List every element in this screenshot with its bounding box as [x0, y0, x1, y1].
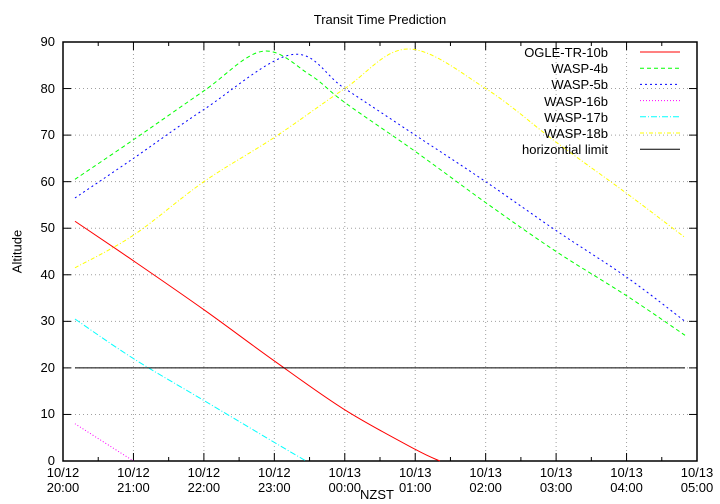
y-tick-label: 30 — [40, 313, 55, 329]
series-line — [74, 48, 686, 269]
series-line — [74, 423, 134, 462]
x-tick-label: 10/13 00:00 — [328, 465, 362, 495]
x-tick-label: 10/12 23:00 — [258, 465, 291, 495]
series-line — [74, 318, 307, 462]
legend-entry: OGLE-TR-10b — [524, 45, 608, 60]
y-tick-label: 40 — [40, 266, 55, 282]
x-tick-label: 10/13 04:00 — [610, 465, 643, 495]
legend-entry: WASP-17b — [544, 109, 608, 125]
legend-entry: WASP-18b — [544, 126, 608, 142]
x-tick-label: 10/13 01:00 — [398, 465, 432, 495]
series-line — [74, 53, 686, 322]
legend: OGLE-TR-10b WASP-4b WASP-5b WASP-16b WASP-17… — [522, 45, 608, 158]
y-tick-label: 80 — [40, 80, 55, 96]
y-tick-label: 10 — [40, 406, 55, 422]
x-tick-label: 10/13 03:00 — [539, 465, 573, 495]
x-tick-label: 10/12 22:00 — [187, 465, 221, 495]
y-tick-label: 0 — [47, 453, 55, 468]
series-line — [74, 50, 686, 336]
x-tick-label: 10/12 20:00 — [46, 465, 80, 495]
y-tick-label: 90 — [40, 34, 55, 49]
legend-entry: WASP-4b — [551, 61, 608, 77]
x-axis-label: NZST — [360, 487, 394, 502]
x-tick-label: 10/13 05:00 — [680, 465, 714, 495]
chart-title: Transit Time Prediction — [313, 12, 447, 27]
x-tick-label: 10/12 21:00 — [117, 465, 150, 495]
y-tick-label: 20 — [40, 359, 55, 375]
y-tick-label: 60 — [40, 173, 55, 189]
x-tick-label: 10/13 02:00 — [469, 465, 502, 495]
series-line — [74, 220, 441, 462]
legend-entry: horizontial limit — [522, 142, 608, 158]
legend-entry: WASP-16b — [544, 93, 608, 109]
y-tick-label: 70 — [40, 127, 55, 143]
y-tick-label: 50 — [40, 220, 55, 236]
legend-entry: WASP-5b — [551, 77, 608, 93]
